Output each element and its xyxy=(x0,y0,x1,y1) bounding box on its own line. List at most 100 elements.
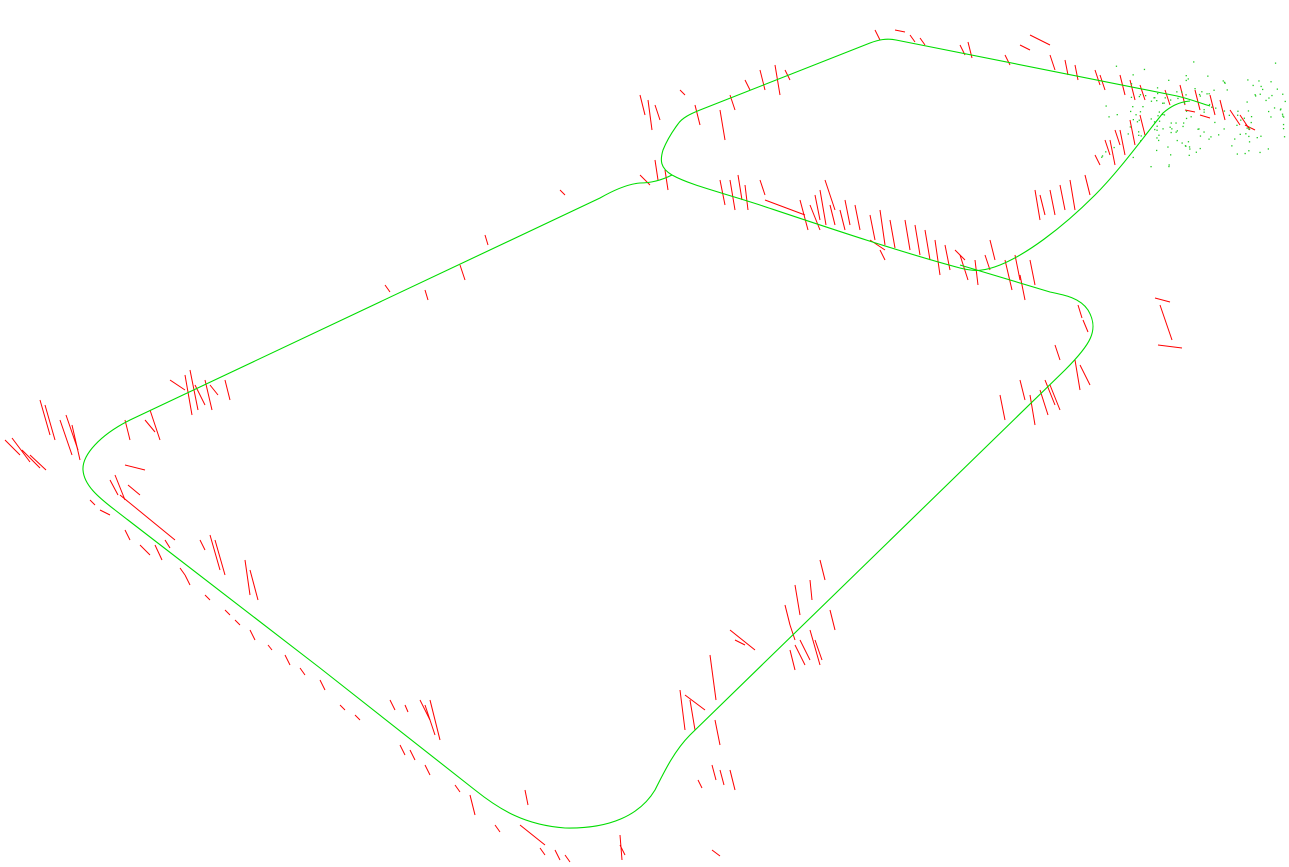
landmark-segment xyxy=(790,650,795,670)
landmark-segment xyxy=(185,575,190,585)
landmark-segment xyxy=(655,105,660,120)
landmark-segment xyxy=(1020,380,1025,400)
cloud-point xyxy=(1271,95,1272,96)
landmark-segment xyxy=(810,580,812,600)
landmark-segment xyxy=(1078,305,1082,318)
cloud-point xyxy=(1153,97,1154,98)
cloud-point xyxy=(1257,137,1258,138)
cloud-point xyxy=(1270,116,1271,117)
landmark-segment xyxy=(810,205,820,230)
landmark-segment xyxy=(695,105,700,125)
cloud-point xyxy=(1168,80,1169,81)
cloud-point xyxy=(1204,109,1205,110)
cloud-point xyxy=(1131,97,1132,98)
landmark-segment xyxy=(250,570,258,600)
landmark-segment xyxy=(1230,110,1240,125)
cloud-point xyxy=(1200,135,1201,136)
landmark-segment xyxy=(880,250,885,260)
landmark-segment xyxy=(1240,115,1250,130)
landmark-segment xyxy=(60,420,72,455)
landmark-segment xyxy=(1030,260,1035,285)
landmark-segment xyxy=(495,825,500,832)
cloud-point xyxy=(1164,103,1165,104)
point-cloud-cluster xyxy=(1101,61,1286,167)
landmark-segment xyxy=(730,180,735,210)
landmark-segment xyxy=(1155,298,1170,302)
cloud-point xyxy=(1106,105,1107,106)
landmark-segment xyxy=(125,420,130,440)
cloud-point xyxy=(1133,157,1134,158)
cloud-point xyxy=(1140,94,1141,95)
cloud-point xyxy=(1207,76,1208,77)
landmark-segment xyxy=(30,455,46,470)
cloud-point xyxy=(1139,96,1140,97)
landmark-segment xyxy=(560,190,565,195)
cloud-point xyxy=(1128,133,1129,134)
landmark-segment xyxy=(1140,85,1145,100)
cloud-point xyxy=(1283,116,1284,117)
landmark-segment xyxy=(200,540,205,550)
cloud-point xyxy=(1268,111,1269,112)
cloud-point xyxy=(1138,131,1139,132)
cloud-point xyxy=(1184,103,1185,104)
cloud-point xyxy=(1176,132,1177,133)
cloud-point xyxy=(1277,89,1278,90)
landmark-segment xyxy=(790,625,795,640)
cloud-point xyxy=(1188,78,1189,79)
cloud-point xyxy=(1247,101,1248,102)
cloud-point xyxy=(1162,128,1163,129)
cloud-point xyxy=(1186,75,1187,76)
landmark-segment xyxy=(1070,180,1075,210)
cloud-point xyxy=(1185,146,1186,147)
landmark-segment xyxy=(140,545,150,555)
cloud-point xyxy=(1204,112,1205,113)
landmark-segment xyxy=(5,440,20,455)
landmark-segment xyxy=(720,770,724,785)
cloud-point xyxy=(1260,94,1261,95)
landmark-segment xyxy=(1040,195,1045,215)
landmark-segment xyxy=(1065,60,1068,75)
cloud-point xyxy=(1131,83,1132,84)
landmark-segment xyxy=(945,245,950,270)
landmark-segment xyxy=(795,585,800,615)
landmark-segment xyxy=(745,80,750,90)
landmark-segment xyxy=(1030,35,1050,45)
cloud-point xyxy=(1209,104,1210,105)
cloud-point xyxy=(1156,100,1157,101)
landmark-segment xyxy=(765,200,805,215)
landmark-segment xyxy=(285,655,290,665)
cloud-point xyxy=(1224,83,1225,84)
cloud-point xyxy=(1165,97,1166,98)
cloud-point xyxy=(1245,153,1246,154)
cloud-point xyxy=(1185,94,1186,95)
landmark-segment xyxy=(405,705,408,712)
cloud-point xyxy=(1199,94,1200,95)
landmark-segment xyxy=(245,560,250,595)
landmark-segment xyxy=(698,780,702,788)
landmark-segment xyxy=(340,705,345,710)
cloud-point xyxy=(1211,107,1212,108)
trajectory-path xyxy=(83,39,1210,828)
cloud-point xyxy=(1176,91,1177,92)
cloud-point xyxy=(1284,136,1285,137)
cloud-point xyxy=(1224,128,1225,129)
cloud-point xyxy=(1170,99,1171,100)
landmark-segment xyxy=(225,380,230,400)
landmark-segment xyxy=(640,95,645,115)
cloud-point xyxy=(1201,91,1202,92)
landmark-segment xyxy=(385,285,390,292)
cloud-point xyxy=(1260,136,1261,137)
cloud-point xyxy=(1218,134,1219,135)
landmark-segment xyxy=(800,200,808,230)
landmark-segment xyxy=(90,500,95,505)
cloud-point xyxy=(1171,128,1172,129)
cloud-point xyxy=(1198,128,1199,129)
landmark-segment xyxy=(455,785,460,792)
landmark-segment xyxy=(210,385,218,395)
cloud-point xyxy=(1101,157,1102,158)
cloud-point xyxy=(1141,135,1142,136)
cloud-point xyxy=(1114,147,1115,148)
cloud-point xyxy=(1167,146,1168,147)
